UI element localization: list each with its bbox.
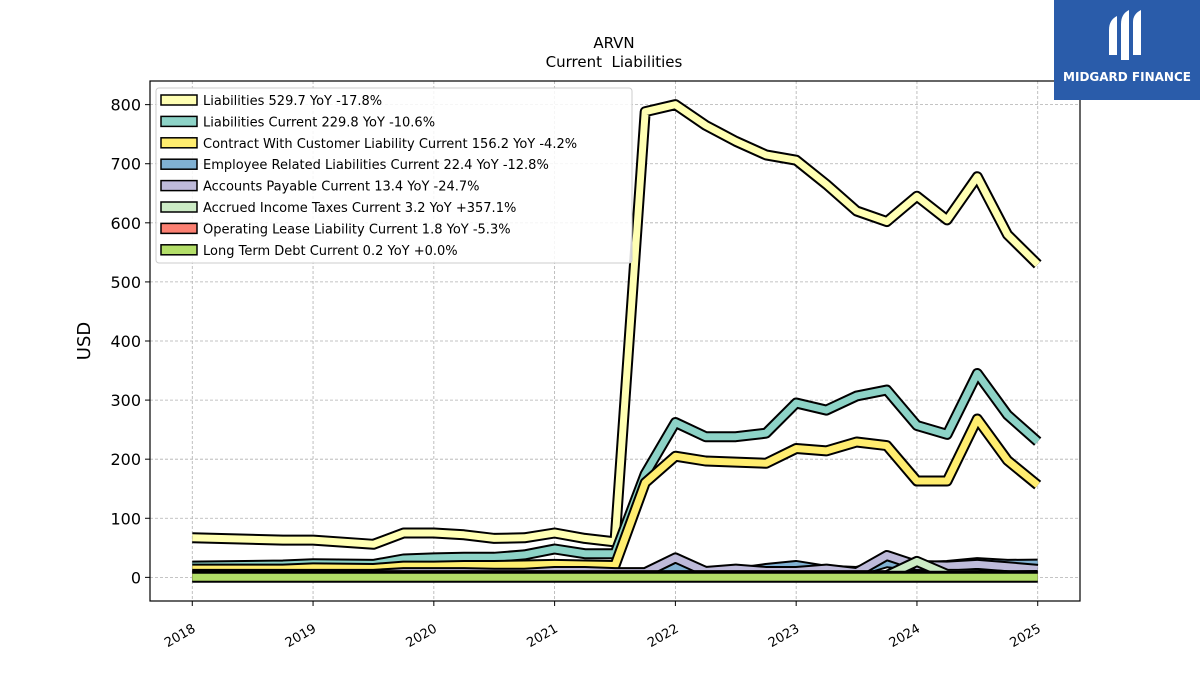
legend: Liabilities 529.7 YoY -17.8% Liabilities … bbox=[155, 87, 633, 264]
series-liabilities bbox=[192, 99, 1042, 550]
x-tick-label: 2019 bbox=[283, 621, 319, 651]
legend-entry-label: Accrued Income Taxes Current 3.2 YoY +35… bbox=[203, 201, 516, 216]
y-axis-label: USD bbox=[74, 322, 95, 360]
y-tick-label: 400 bbox=[110, 332, 141, 351]
y-axis-ticks: 0 100 200 300 400 500 600 700 800 bbox=[110, 96, 150, 587]
legend-swatch bbox=[160, 244, 198, 256]
series-line bbox=[192, 370, 1041, 570]
legend-swatch bbox=[160, 222, 198, 235]
legend-swatch bbox=[160, 201, 198, 213]
legend-entry-label: Long Term Debt Current 0.2 YoY +0.0% bbox=[203, 244, 458, 259]
legend-swatch bbox=[160, 115, 198, 128]
y-tick-label: 600 bbox=[110, 214, 141, 233]
series-line bbox=[192, 415, 1040, 573]
x-tick-label: 2021 bbox=[524, 621, 560, 651]
y-tick-label: 100 bbox=[110, 509, 141, 528]
y-tick-label: 700 bbox=[110, 155, 141, 174]
y-tick-label: 300 bbox=[110, 391, 141, 410]
legend-entry-label: Employee Related Liabilities Current 22.… bbox=[203, 158, 549, 173]
x-tick-label: 2023 bbox=[766, 621, 802, 651]
legend-entry-label: Liabilities 529.7 YoY -17.8% bbox=[203, 94, 382, 109]
legend-box bbox=[155, 87, 633, 264]
brand-logo: MIDGARD FINANCE bbox=[1054, 0, 1200, 100]
legend-swatch bbox=[160, 158, 198, 170]
legend-entry-label: Contract With Customer Liability Current… bbox=[203, 137, 577, 152]
x-tick-label: 2018 bbox=[162, 621, 198, 651]
series-liabilities-current bbox=[192, 368, 1042, 572]
series-contract-with-customer-liability-current bbox=[192, 413, 1042, 575]
legend-entry-label: Operating Lease Liability Current 1.8 Yo… bbox=[203, 222, 511, 237]
series-lines bbox=[192, 99, 1042, 583]
legend-entry-label: Liabilities Current 229.8 YoY -10.6% bbox=[203, 115, 435, 130]
x-tick-label: 2024 bbox=[887, 621, 923, 651]
y-tick-label: 500 bbox=[110, 273, 141, 292]
x-tick-label: 2020 bbox=[404, 621, 440, 651]
legend-swatch bbox=[160, 179, 198, 192]
series-line bbox=[192, 101, 1041, 548]
legend-swatch bbox=[160, 94, 198, 106]
brand-logo-icon bbox=[1109, 10, 1141, 60]
legend-entry-label: Accounts Payable Current 13.4 YoY -24.7% bbox=[203, 180, 480, 195]
y-tick-label: 200 bbox=[110, 450, 141, 469]
chart-title: ARVN bbox=[593, 34, 634, 52]
y-tick-label: 800 bbox=[110, 96, 141, 115]
x-axis-ticks: 2018 2019 2020 2021 2022 2023 2024 2025 bbox=[162, 601, 1044, 651]
brand-name: MIDGARD FINANCE bbox=[1063, 70, 1191, 84]
chart-subtitle: Current Liabilities bbox=[546, 53, 683, 71]
x-tick-label: 2025 bbox=[1008, 621, 1044, 651]
y-tick-label: 0 bbox=[131, 568, 141, 587]
legend-swatch bbox=[160, 137, 198, 149]
x-tick-label: 2022 bbox=[645, 621, 681, 651]
